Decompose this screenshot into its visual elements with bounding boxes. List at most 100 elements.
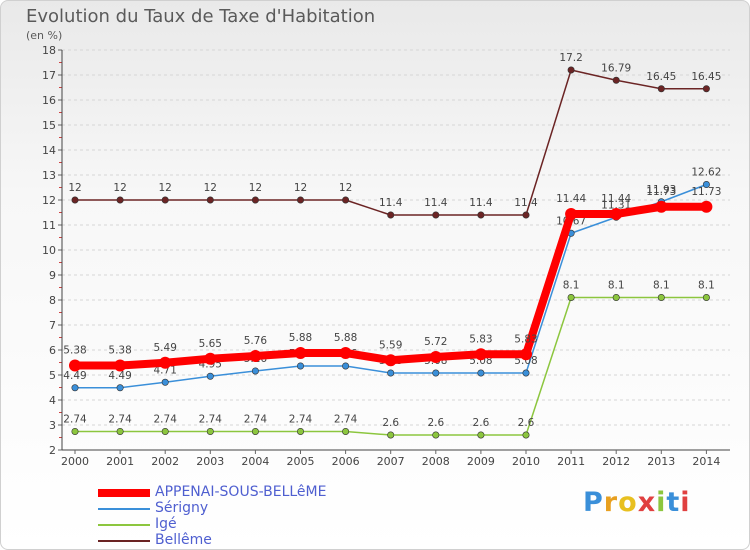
- data-label-bell-me: 12: [68, 182, 81, 194]
- x-tick-label: 2003: [196, 455, 224, 468]
- logo-letter: o: [618, 487, 638, 518]
- y-tick-label: 12: [42, 194, 56, 207]
- y-tick-label: 16: [42, 94, 56, 107]
- data-point-bell-me: [206, 196, 214, 204]
- data-point-ig-: [432, 431, 440, 439]
- data-point-bell-me: [522, 211, 530, 219]
- y-tick-label: 4: [49, 394, 56, 407]
- data-point-appenai-sous-bell-me: [474, 348, 487, 361]
- data-point-s-rigny: [432, 369, 440, 377]
- legend-label-appenai: APPENAI-SOUS-BELLêME: [155, 484, 327, 500]
- data-label-ig-: 8.1: [653, 280, 670, 292]
- data-point-ig-: [296, 427, 304, 435]
- data-point-ig-: [477, 431, 485, 439]
- data-label-appenai-sous-bell-me: 5.88: [334, 332, 357, 344]
- data-point-appenai-sous-bell-me: [520, 348, 532, 361]
- data-point-appenai-sous-bell-me: [159, 356, 172, 369]
- data-label-ig-: 2.74: [244, 414, 268, 426]
- logo-letter: t: [666, 487, 681, 518]
- y-tick-label: 11: [42, 219, 56, 232]
- data-point-ig-: [657, 293, 665, 301]
- x-tick-label: 2010: [512, 455, 540, 468]
- legend-label-serigny: Sérigny: [155, 500, 209, 516]
- data-point-bell-me: [432, 211, 440, 219]
- data-point-appenai-sous-bell-me: [610, 208, 623, 220]
- data-point-bell-me: [296, 196, 304, 204]
- data-point-appenai-sous-bell-me: [294, 347, 307, 359]
- x-tick-label: 2001: [106, 455, 134, 468]
- data-point-appenai-sous-bell-me: [429, 351, 442, 363]
- data-point-s-rigny: [71, 384, 79, 392]
- data-label-appenai-sous-bell-me: 5.83: [514, 333, 537, 345]
- data-label-appenai-sous-bell-me: 5.49: [154, 342, 177, 354]
- data-label-bell-me: 11.4: [469, 197, 493, 209]
- data-label-bell-me: 11.4: [514, 197, 538, 209]
- x-tick-label: 2002: [151, 455, 179, 468]
- y-tick-label: 7: [49, 319, 56, 332]
- data-label-ig-: 2.74: [63, 414, 87, 426]
- data-label-bell-me: 12: [204, 182, 217, 194]
- data-label-ig-: 8.1: [608, 280, 625, 292]
- data-label-ig-: 2.74: [334, 414, 358, 426]
- legend-swatch-serigny: [98, 508, 150, 510]
- data-point-ig-: [71, 427, 79, 435]
- y-tick-label: 13: [42, 169, 56, 182]
- data-point-appenai-sous-bell-me: [339, 347, 352, 359]
- data-point-bell-me: [477, 211, 485, 219]
- y-tick-label: 18: [42, 44, 56, 57]
- data-point-appenai-sous-bell-me: [114, 359, 127, 372]
- data-label-bell-me: 12: [339, 182, 352, 194]
- data-point-s-rigny: [342, 362, 350, 370]
- chart-title: Evolution du Taux de Taxe d'Habitation: [26, 6, 376, 27]
- data-label-ig-: 2.74: [289, 414, 313, 426]
- data-point-s-rigny: [116, 384, 124, 392]
- data-point-appenai-sous-bell-me: [384, 354, 397, 367]
- data-point-s-rigny: [522, 369, 530, 377]
- legend-label-belleme: Bellême: [155, 532, 212, 548]
- data-label-ig-: 2.74: [108, 414, 132, 426]
- data-point-bell-me: [702, 85, 710, 93]
- data-point-appenai-sous-bell-me: [700, 200, 713, 213]
- data-point-ig-: [161, 427, 169, 435]
- x-tick-label: 2006: [332, 455, 360, 468]
- data-label-s-rigny: 11.31: [601, 199, 631, 211]
- data-point-ig-: [567, 293, 575, 301]
- data-label-bell-me: 12: [113, 182, 126, 194]
- data-point-ig-: [342, 427, 350, 435]
- data-label-s-rigny: 11.93: [646, 184, 676, 196]
- x-tick-label: 2013: [647, 455, 675, 468]
- data-point-bell-me: [612, 76, 620, 84]
- data-point-s-rigny: [206, 372, 214, 380]
- data-point-s-rigny: [296, 362, 304, 370]
- data-label-appenai-sous-bell-me: 5.38: [63, 345, 86, 357]
- y-tick-label: 8: [49, 294, 56, 307]
- data-label-appenai-sous-bell-me: 5.76: [244, 335, 268, 347]
- logo-letter: r: [603, 487, 619, 518]
- data-label-ig-: 2.74: [199, 414, 223, 426]
- data-label-bell-me: 16.45: [691, 71, 721, 83]
- data-label-appenai-sous-bell-me: 11.44: [556, 193, 586, 205]
- chart-subtitle: (en %): [26, 29, 63, 42]
- x-tick-label: 2007: [377, 455, 405, 468]
- x-tick-label: 2008: [422, 455, 450, 468]
- data-label-s-rigny: 12.62: [691, 167, 721, 179]
- data-label-ig-: 2.6: [382, 417, 399, 429]
- data-label-bell-me: 12: [159, 182, 172, 194]
- data-point-bell-me: [657, 85, 665, 93]
- data-label-ig-: 2.6: [427, 417, 444, 429]
- y-tick-label: 2: [49, 444, 56, 457]
- y-tick-label: 3: [49, 419, 56, 432]
- logo-letter: P: [583, 487, 604, 518]
- data-point-ig-: [702, 293, 710, 301]
- line-chart: 2 3 4 5 6 7 8 9 10 11 12 13 14 15 16 17 18 2000 2001 2002 20…: [42, 44, 730, 468]
- data-label-ig-: 8.1: [698, 280, 715, 292]
- y-tick-label: 14: [42, 144, 56, 157]
- x-tick-label: 2009: [467, 455, 495, 468]
- data-label-bell-me: 16.79: [601, 62, 631, 74]
- data-point-bell-me: [251, 196, 259, 204]
- data-point-bell-me: [116, 196, 124, 204]
- data-label-appenai-sous-bell-me: 5.72: [424, 336, 447, 348]
- data-point-s-rigny: [251, 367, 259, 375]
- data-point-ig-: [612, 293, 620, 301]
- data-label-appenai-sous-bell-me: 11.73: [646, 186, 676, 198]
